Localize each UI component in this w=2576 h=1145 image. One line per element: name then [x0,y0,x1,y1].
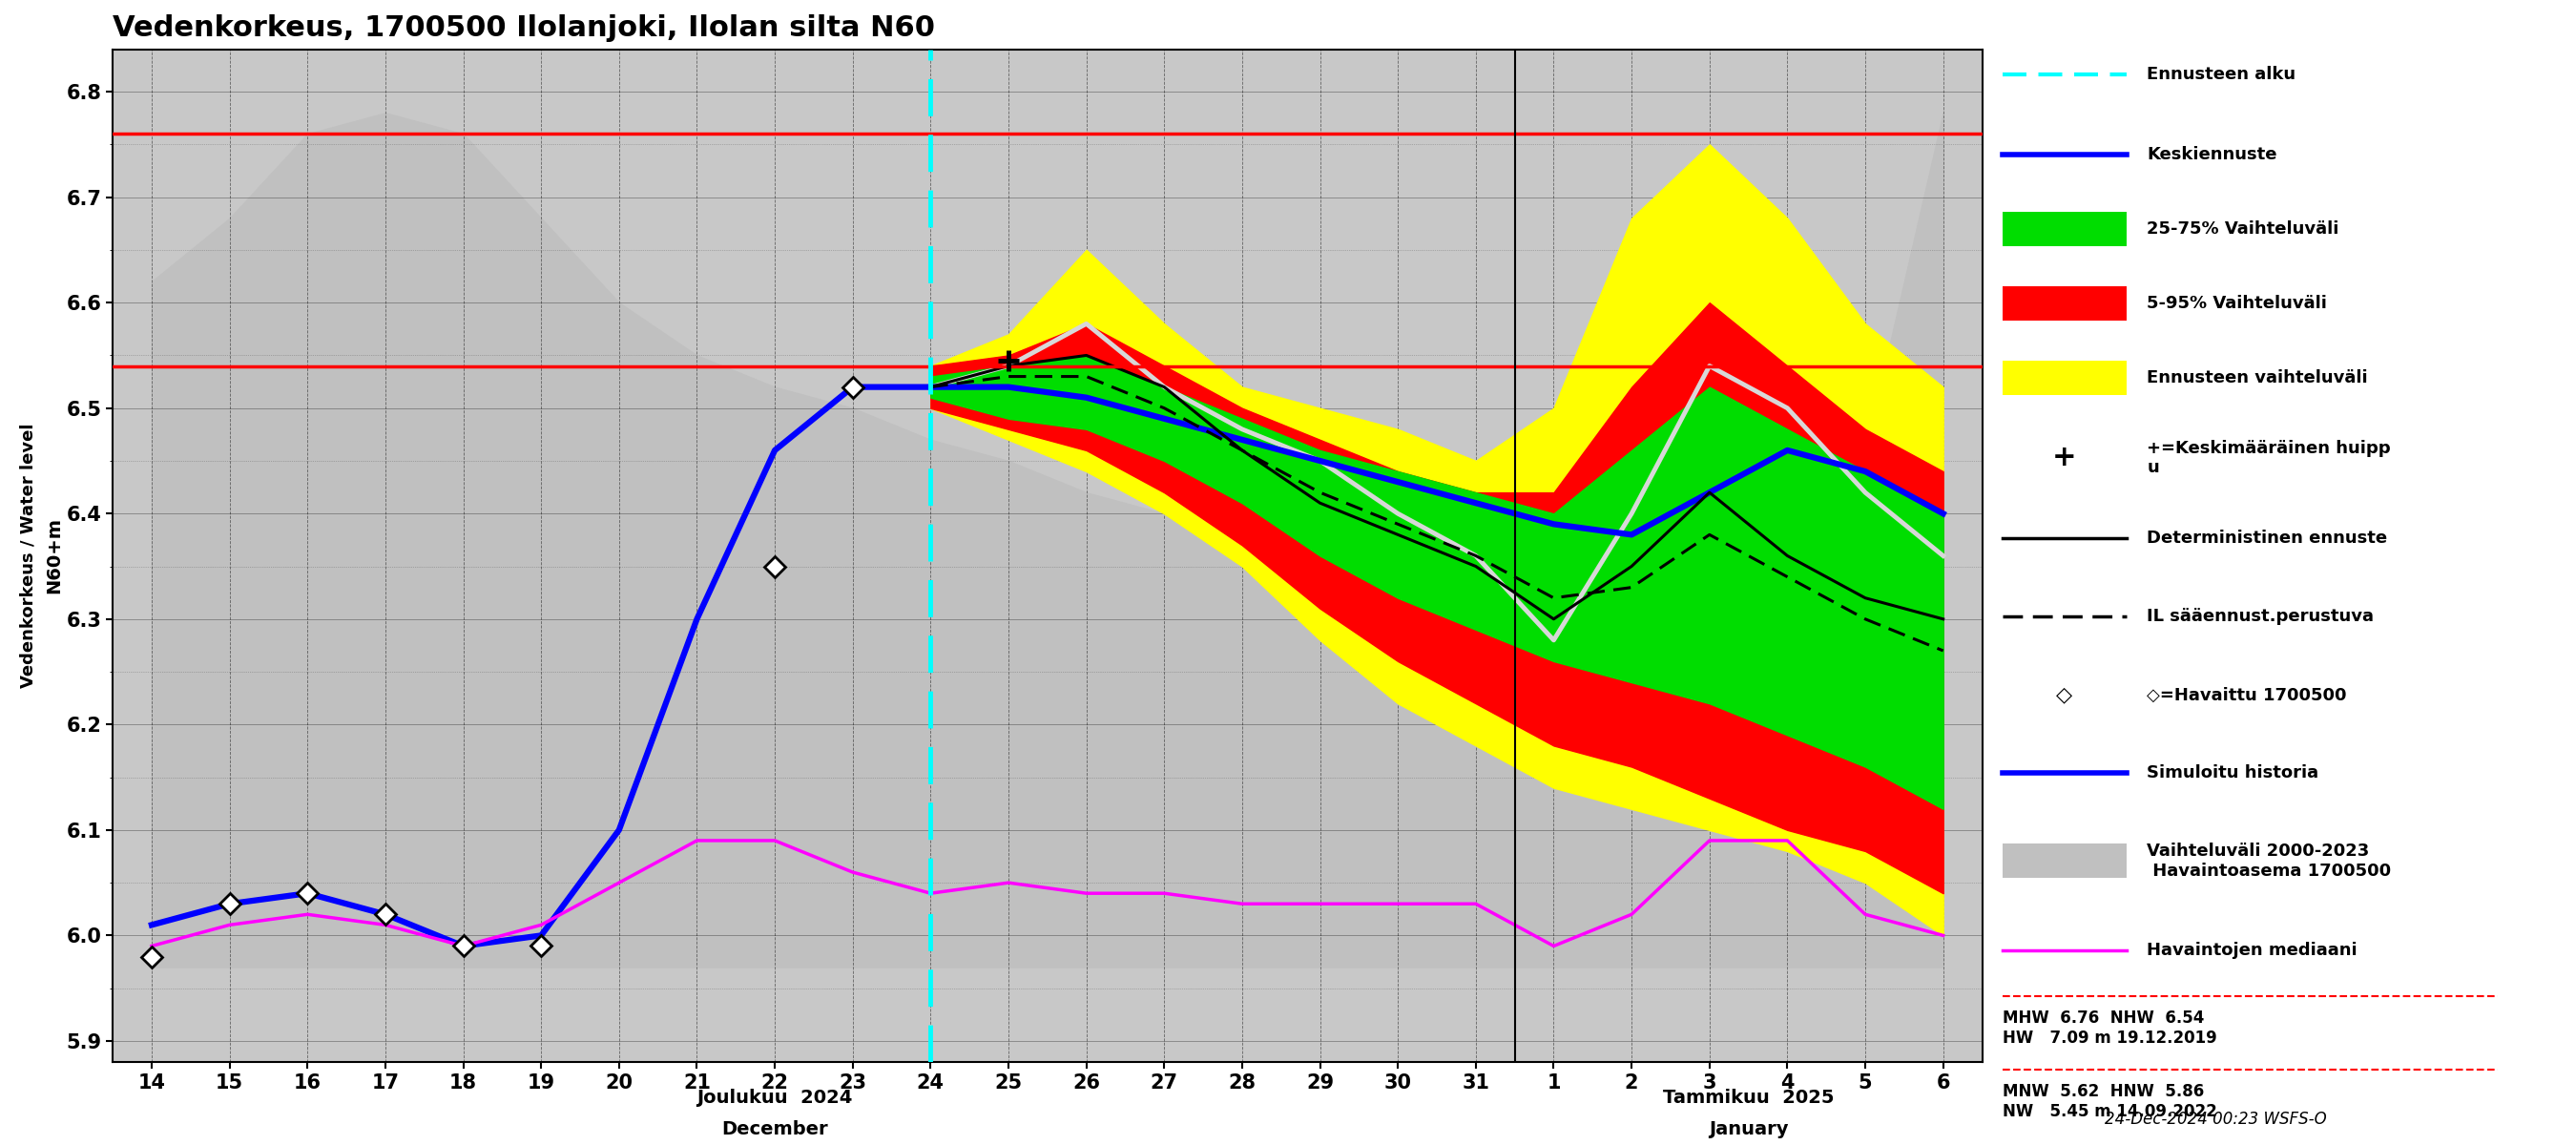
Y-axis label: N60+m: N60+m [46,518,64,594]
Text: 25-75% Vaihteluväli: 25-75% Vaihteluväli [2146,220,2339,237]
Text: Deterministinen ennuste: Deterministinen ennuste [2146,529,2388,546]
Text: January: January [1708,1120,1788,1138]
Text: MHW  6.76  NHW  6.54
HW   7.09 m 19.12.2019: MHW 6.76 NHW 6.54 HW 7.09 m 19.12.2019 [2002,1010,2218,1047]
Text: +=Keskimääräinen huipp
u: +=Keskimääräinen huipp u [2146,440,2391,476]
Text: 24-Dec-2024 00:23 WSFS-O: 24-Dec-2024 00:23 WSFS-O [2105,1111,2326,1128]
Text: Ennusteen alku: Ennusteen alku [2146,65,2295,82]
Text: +: + [2053,444,2076,472]
Text: Keskiennuste: Keskiennuste [2146,145,2277,163]
Text: December: December [721,1120,827,1138]
Text: ◇=Havaittu 1700500: ◇=Havaittu 1700500 [2146,686,2347,703]
Text: Vaihteluväli 2000-2023
 Havaintoasema 1700500: Vaihteluväli 2000-2023 Havaintoasema 170… [2146,843,2391,879]
Text: Joulukuu  2024: Joulukuu 2024 [698,1089,853,1106]
Text: Tammikuu  2025: Tammikuu 2025 [1662,1089,1834,1106]
Text: MNW  5.62  HNW  5.86
NW   5.45 m 14.09.2022: MNW 5.62 HNW 5.86 NW 5.45 m 14.09.2022 [2002,1083,2218,1120]
Text: Havaintojen mediaani: Havaintojen mediaani [2146,941,2357,958]
Text: 5-95% Vaihteluväli: 5-95% Vaihteluväli [2146,294,2326,311]
Text: Ennusteen vaihteluväli: Ennusteen vaihteluväli [2146,369,2367,386]
Text: Vedenkorkeus / Water level: Vedenkorkeus / Water level [21,424,36,688]
Text: ◇: ◇ [2056,686,2074,704]
Text: Vedenkorkeus, 1700500 Ilolanjoki, Ilolan silta N60: Vedenkorkeus, 1700500 Ilolanjoki, Ilolan… [113,14,935,42]
Text: Simuloitu historia: Simuloitu historia [2146,765,2318,781]
Text: IL sääennust.perustuva: IL sääennust.perustuva [2146,607,2375,625]
